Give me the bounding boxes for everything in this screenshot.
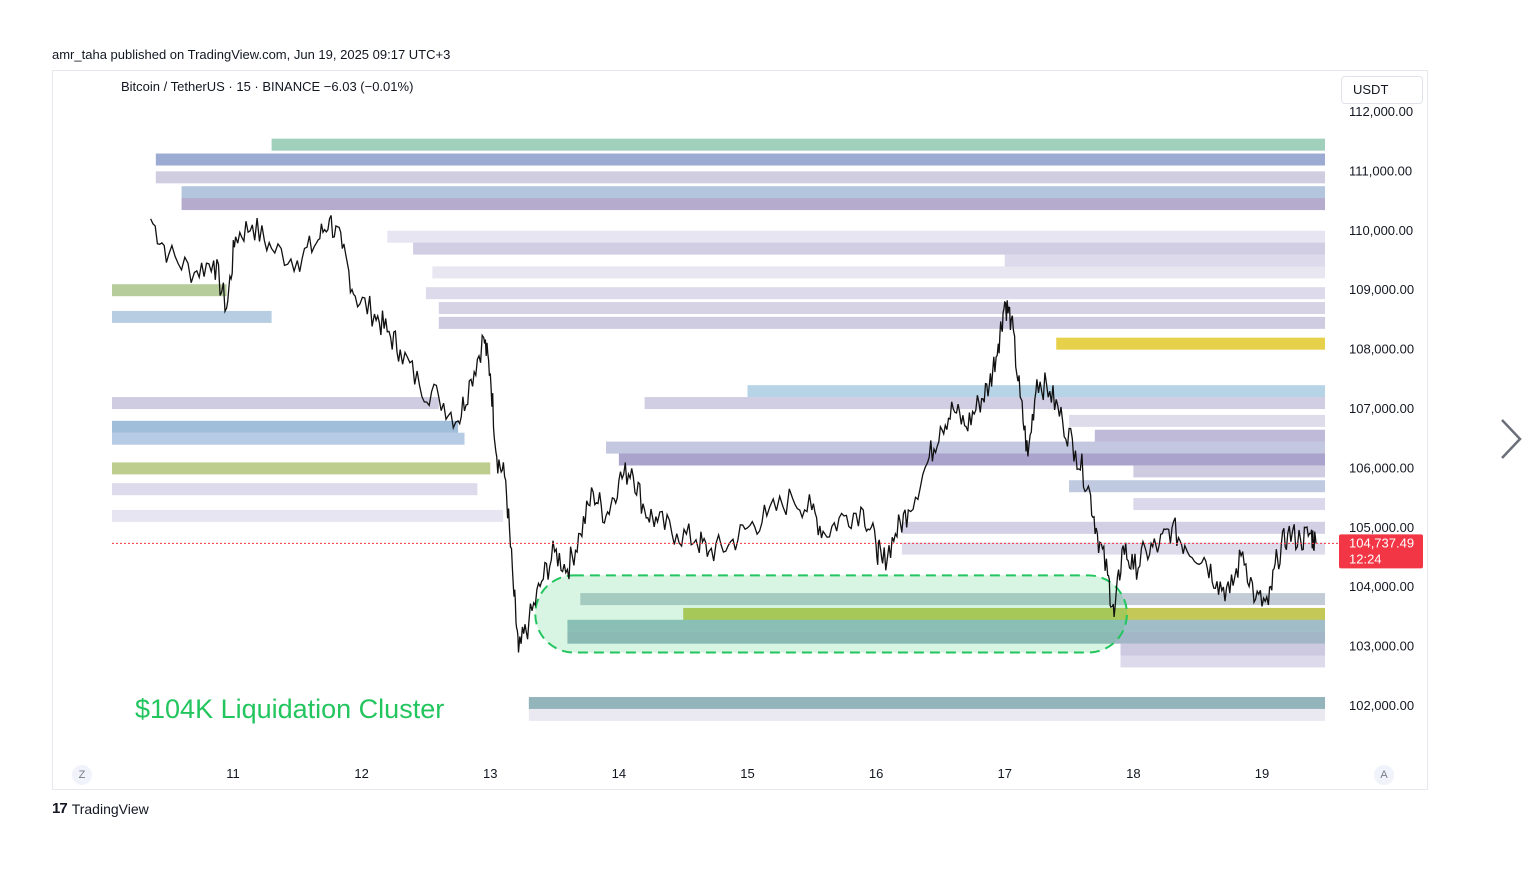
price-axis: 112,000.00 111,000.00 110,000.00 109,000.00…: [1339, 104, 1423, 713]
liquidation-level-bar: [1094, 429, 1325, 442]
time-axis: 11 12 13 14 15 16 17 18 19: [226, 766, 1269, 781]
time-tick-label: 13: [483, 766, 497, 781]
liquidation-level-bar: [271, 138, 1325, 151]
liquidation-level-bar: [438, 316, 1325, 329]
liquidation-level-bar: [112, 420, 459, 433]
time-tick-label: 12: [354, 766, 368, 781]
liquidation-level-bar: [413, 242, 1325, 255]
price-tick-label: 107,000.00: [1349, 401, 1414, 416]
liquidation-level-bar: [1004, 254, 1325, 267]
candle-countdown: 12:24: [1349, 551, 1382, 566]
liquidation-level-bar: [683, 607, 1325, 620]
last-price-tag: [1339, 534, 1423, 569]
time-tick-label: 17: [998, 766, 1012, 781]
price-tick-label: 112,000.00: [1349, 104, 1413, 119]
time-tick-label: 16: [869, 766, 883, 781]
time-tick-label: 15: [740, 766, 754, 781]
symbol-info[interactable]: Bitcoin / TetherUS · 15 · BINANCE −6.03 …: [121, 79, 414, 94]
currency-selector[interactable]: USDT: [1341, 76, 1423, 104]
publication-info: amr_taha published on TradingView.com, J…: [52, 47, 451, 62]
liquidation-level-bar: [387, 230, 1326, 243]
liquidation-level-bar: [567, 631, 1325, 644]
price-tick-label: 103,000.00: [1349, 639, 1414, 654]
liquidation-level-bar: [606, 441, 1325, 454]
liquidation-level-bar: [901, 542, 1325, 555]
liquidation-level-bar: [1069, 414, 1325, 427]
liquidation-level-bar: [155, 153, 1326, 166]
liquidation-level-bar: [567, 619, 1325, 632]
liquidation-level-bar: [112, 432, 465, 445]
brand-name: TradingView: [71, 800, 149, 817]
time-tick-label: 18: [1126, 766, 1140, 781]
liquidation-level-bar: [112, 462, 491, 475]
cluster-annotation: $104K Liquidation Cluster: [135, 694, 445, 724]
tradingview-logo-icon: 17: [52, 800, 68, 817]
liquidation-level-bar: [1069, 480, 1325, 493]
liquidation-heatmap: [112, 138, 1326, 721]
liquidation-level-bar: [1133, 498, 1325, 511]
price-tick-label: 110,000.00: [1349, 223, 1413, 238]
chevron-right-icon[interactable]: [1494, 414, 1524, 464]
cluster-outline: [534, 574, 1128, 654]
auto-scale-button[interactable]: A: [1374, 765, 1394, 785]
liquidation-level-bar: [528, 697, 1325, 710]
liquidation-level-bar: [901, 521, 1325, 534]
liquidation-level-bar: [580, 593, 1325, 606]
liquidation-level-bar: [112, 310, 272, 323]
time-tick-label: 14: [612, 766, 626, 781]
liquidation-level-bar: [1133, 465, 1325, 478]
price-tick-label: 108,000.00: [1349, 342, 1414, 357]
liquidation-level-bar: [425, 287, 1325, 300]
liquidation-level-bar: [155, 171, 1326, 184]
liquidation-level-bar: [112, 509, 504, 522]
liquidation-level-bar: [438, 302, 1325, 315]
last-price-value: 104,737.49: [1349, 535, 1414, 550]
tradingview-brand[interactable]: 17 TradingView: [52, 800, 149, 817]
liquidation-level-bar: [1120, 655, 1325, 668]
time-tick-label: 19: [1255, 766, 1269, 781]
liquidation-level-bar: [181, 186, 1325, 199]
liquidation-cluster-highlight: [534, 574, 1128, 654]
liquidation-level-bar: [1120, 643, 1325, 656]
liquidation-level-bar: [528, 708, 1325, 721]
liquidation-level-bar: [644, 397, 1325, 410]
price-tick-label: 109,000.00: [1349, 282, 1414, 297]
liquidation-level-bar: [1056, 337, 1325, 350]
liquidation-level-bar: [181, 198, 1325, 211]
time-tick-label: 11: [226, 766, 240, 781]
price-tick-label: 102,000.00: [1349, 698, 1414, 713]
price-tick-label: 104,000.00: [1349, 579, 1414, 594]
liquidation-level-bar: [618, 453, 1325, 466]
liquidation-level-bar: [432, 266, 1325, 279]
price-series: [112, 215, 1339, 653]
price-tick-label: 106,000.00: [1349, 460, 1414, 475]
price-tick-label: 105,000.00: [1349, 520, 1414, 535]
liquidation-level-bar: [112, 483, 478, 496]
price-tick-label: 111,000.00: [1349, 163, 1412, 178]
timezone-button[interactable]: Z: [72, 765, 92, 785]
liquidation-level-bar: [112, 284, 227, 297]
price-line: [150, 215, 1317, 653]
liquidation-level-bar: [112, 397, 439, 410]
